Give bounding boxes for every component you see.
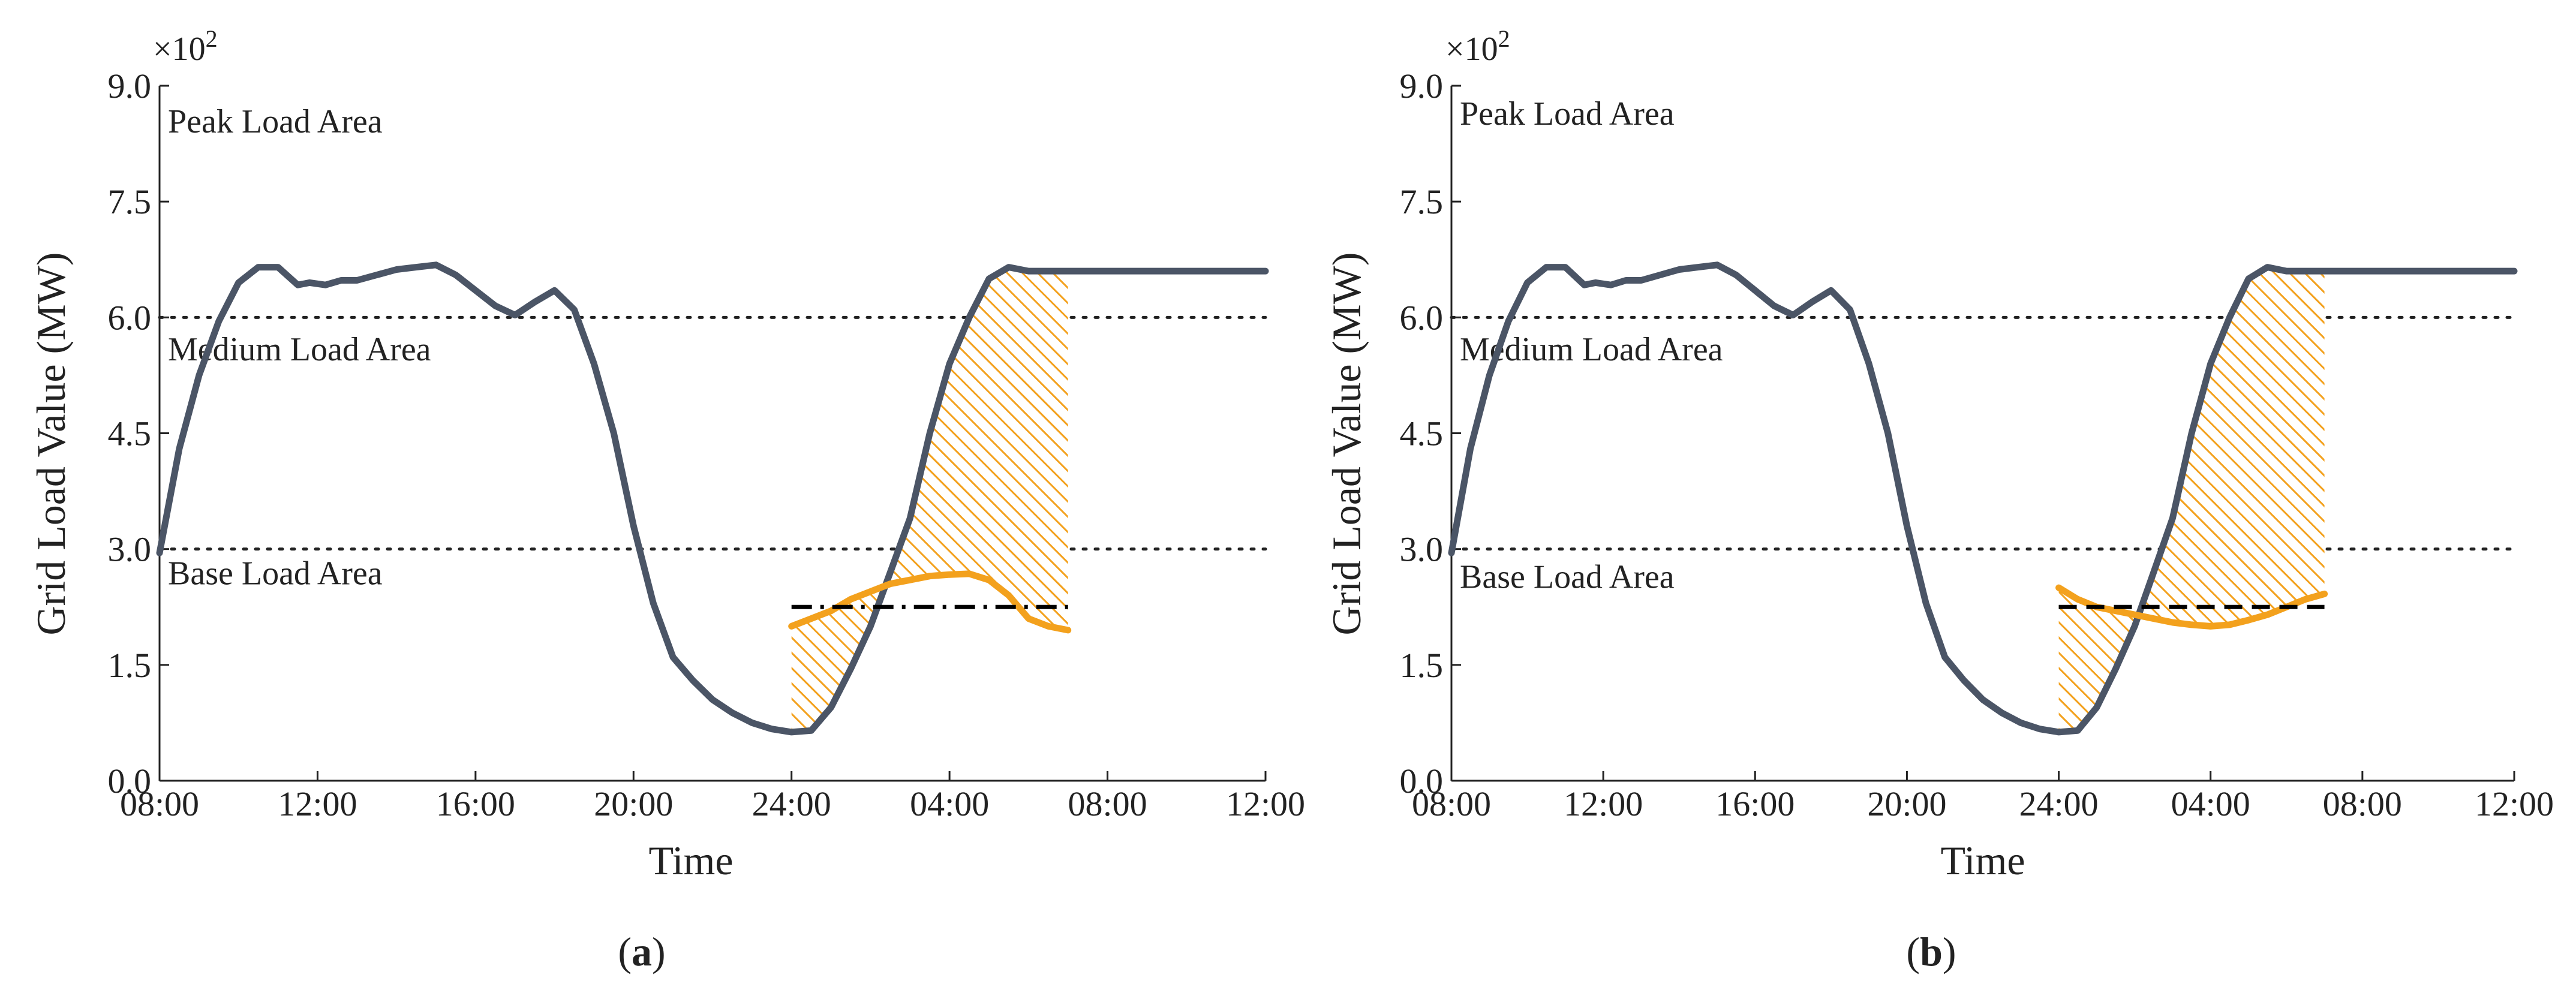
panel-b-y-tick-label: 7.5 — [1400, 182, 1444, 221]
panel-a: ×102 Grid Load Value (MW) Time (a) 0.0 1.… — [28, 25, 1305, 974]
panel-b-y-tick-label: 9.0 — [1400, 67, 1444, 106]
panel-b: ×102 Grid Load Value (MW) Time (b) 0.0 1.… — [1324, 25, 2554, 974]
panel-b-x-tick-label: 08:00 — [2323, 784, 2402, 823]
panel-b-y-tick-label: 4.5 — [1400, 414, 1444, 453]
panel-b-load-line — [1448, 261, 2518, 736]
panel-a-y-tick-label: 6.0 — [108, 298, 152, 337]
panel-a-x-tick-label: 08:00 — [1068, 784, 1147, 823]
panel-a-x-tick-label: 24:00 — [752, 784, 831, 823]
panel-a-scale-label: ×102 — [153, 25, 218, 68]
panel-b-region-label: Base Load Area — [1460, 559, 1675, 596]
panel-b-x-tick-label: 12:00 — [1564, 784, 1643, 823]
panel-a-x-tick-label: 04:00 — [910, 784, 989, 823]
panel-a-x-tick-label: 20:00 — [594, 784, 673, 823]
panel-a-caption: (a) — [618, 929, 665, 974]
panel-a-shifted-load-area — [791, 267, 1068, 732]
panel-b-shifted-load-area — [2058, 267, 2325, 732]
panel-b-caption: (b) — [1906, 929, 1956, 974]
panel-a-load-line — [156, 261, 1269, 736]
panel-b-region-label: Peak Load Area — [1460, 95, 1675, 133]
panel-a-x-tick-label: 08:00 — [120, 784, 199, 823]
panel-b-y-tick-label: 3.0 — [1400, 530, 1444, 569]
panel-a-x-tick-label: 16:00 — [436, 784, 515, 823]
panel-b-x-tick-label: 12:00 — [2475, 784, 2554, 823]
panel-a-ylabel: Grid Load Value (MW) — [28, 252, 74, 636]
panel-b-x-tick-label: 20:00 — [1867, 784, 1946, 823]
panel-b-y-tick-label: 1.5 — [1400, 646, 1444, 685]
panel-b-x-tick-label: 04:00 — [2171, 784, 2250, 823]
panel-b-y-tick-label: 0.0 — [1400, 762, 1444, 801]
panel-a-region-label: Peak Load Area — [168, 103, 383, 140]
panel-b-x-tick-label: 08:00 — [1412, 784, 1491, 823]
panel-a-y-tick-label: 0.0 — [108, 762, 152, 801]
panel-b-ylabel: Grid Load Value (MW) — [1324, 252, 1369, 636]
panel-b-x-tick-label: 24:00 — [2019, 784, 2099, 823]
panel-a-x-tick-label: 12:00 — [278, 784, 357, 823]
panel-a-y-tick-label: 9.0 — [108, 67, 152, 106]
panel-b-y-tick-label: 6.0 — [1400, 298, 1444, 337]
panel-a-y-tick-label: 1.5 — [108, 646, 152, 685]
panel-b-x-tick-label: 16:00 — [1715, 784, 1795, 823]
panel-a-region-label: Base Load Area — [168, 555, 383, 592]
panel-a-y-tick-label: 4.5 — [108, 414, 152, 453]
panel-a-y-tick-label: 3.0 — [108, 530, 152, 569]
panel-b-xlabel: Time — [1940, 838, 2025, 883]
panel-a-y-tick-label: 7.5 — [108, 182, 152, 221]
panel-a-x-tick-label: 12:00 — [1226, 784, 1305, 823]
panel-a-xlabel: Time — [648, 838, 733, 883]
panel-b-scale-label: ×102 — [1445, 25, 1510, 68]
